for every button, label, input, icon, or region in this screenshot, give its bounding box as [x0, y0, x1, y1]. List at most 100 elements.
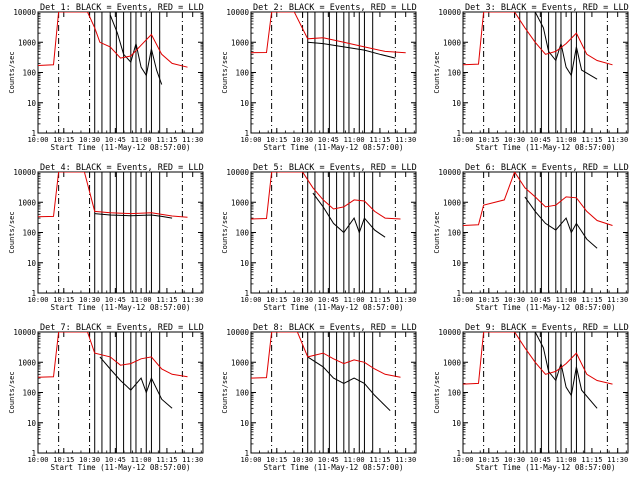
subplot-det-3: Det 3: BLACK = Events, RED = LLD Counts/s…: [433, 3, 629, 152]
x-tick-label: 10:00: [27, 136, 48, 144]
x-tick-label: 11:30: [395, 296, 416, 304]
y-tick-label: 1000: [443, 358, 462, 367]
x-tick-label: 11:30: [607, 136, 628, 144]
x-tick-label: 10:00: [27, 296, 48, 304]
y-tick-label: 10: [240, 259, 250, 268]
y-tick-label: 1: [244, 289, 249, 298]
x-tick-label: 10:00: [452, 296, 473, 304]
x-tick-label: 10:00: [240, 456, 261, 464]
series-line-events: [524, 196, 598, 249]
y-tick-label: 1000: [18, 38, 37, 47]
series-line-lld: [463, 172, 613, 226]
y-tick-label: 100: [235, 229, 249, 238]
y-tick-label: 1000: [231, 38, 250, 47]
x-tick-label: 10:15: [53, 136, 74, 144]
y-axis-label: Counts/sec: [433, 51, 441, 93]
x-tick-label: 10:30: [292, 136, 313, 144]
x-tick-label: 11:00: [131, 456, 152, 464]
y-tick-label: 100: [235, 69, 249, 78]
y-tick-label: 10: [27, 99, 37, 108]
y-tick-label: 10: [452, 419, 462, 428]
x-tick-label: 10:00: [452, 456, 473, 464]
x-tick-label: 11:15: [369, 296, 390, 304]
x-tick-label: 10:00: [240, 136, 261, 144]
series-group: [38, 332, 188, 409]
subplot-det-4: Det 4: BLACK = Events, RED = LLD Counts/s…: [8, 163, 204, 312]
event-markers: [271, 12, 396, 133]
series-group: [38, 172, 188, 219]
y-tick-label: 1000: [231, 358, 250, 367]
x-tick-label: 10:30: [504, 136, 525, 144]
series-line-lld: [463, 332, 613, 385]
plot-frame: [462, 11, 629, 134]
series-line-events: [94, 213, 173, 219]
x-tick-label: 10:00: [452, 136, 473, 144]
plot-frame: [250, 11, 417, 134]
subplot-title: Det 1: BLACK = Events, RED = LLD: [40, 3, 204, 13]
x-tick-label: 10:30: [79, 296, 100, 304]
event-markers: [58, 12, 183, 133]
x-tick-label: 11:15: [369, 136, 390, 144]
subplot-title: Det 6: BLACK = Events, RED = LLD: [465, 163, 629, 173]
x-tick-label: 10:45: [105, 136, 126, 144]
y-tick-label: 100: [447, 389, 461, 398]
x-tick-label: 10:15: [478, 136, 499, 144]
y-tick-label: 100: [22, 389, 36, 398]
x-tick-label: 10:30: [292, 296, 313, 304]
series-group: [463, 332, 613, 409]
y-tick-label: 1000: [231, 198, 250, 207]
y-tick-label: 10000: [226, 8, 249, 17]
series-group: [251, 172, 401, 238]
plot-frame: [462, 171, 629, 294]
plot-frame: [37, 11, 204, 134]
subplot-title: Det 9: BLACK = Events, RED = LLD: [465, 323, 629, 333]
y-tick-label: 10: [27, 419, 37, 428]
series-group: [251, 332, 401, 412]
x-tick-label: 11:00: [131, 296, 152, 304]
event-markers: [483, 332, 608, 453]
y-tick-label: 1: [244, 129, 249, 138]
y-axis-label: Counts/sec: [8, 371, 16, 413]
subplot-det-8: Det 8: BLACK = Events, RED = LLD Counts/s…: [221, 323, 417, 472]
y-axis-label: Counts/sec: [221, 211, 229, 253]
x-tick-label: 11:00: [131, 136, 152, 144]
y-tick-label: 10000: [13, 168, 36, 177]
x-tick-label: 11:30: [182, 456, 203, 464]
y-tick-label: 10: [452, 259, 462, 268]
y-tick-label: 1: [456, 289, 461, 298]
y-tick-label: 1: [31, 289, 36, 298]
x-tick-label: 10:45: [105, 296, 126, 304]
series-line-events: [534, 12, 598, 80]
series-line-lld: [251, 172, 401, 220]
x-tick-label: 11:00: [556, 136, 577, 144]
x-tick-label: 10:30: [504, 456, 525, 464]
x-tick-label: 11:00: [344, 456, 365, 464]
series-line-lld: [38, 172, 188, 218]
y-tick-label: 10000: [438, 8, 461, 17]
y-tick-label: 1000: [18, 358, 37, 367]
subplot-det-5: Det 5: BLACK = Events, RED = LLD Counts/s…: [221, 163, 417, 312]
event-markers: [58, 332, 183, 453]
series-line-lld: [251, 12, 406, 54]
x-axis-label: Start Time (11-May-12 08:57:00): [51, 463, 191, 472]
y-tick-label: 100: [22, 229, 36, 238]
y-tick-label: 100: [447, 69, 461, 78]
y-tick-label: 1: [31, 129, 36, 138]
x-tick-label: 11:00: [556, 456, 577, 464]
series-line-lld: [463, 12, 613, 66]
y-axis-label: Counts/sec: [221, 51, 229, 93]
plot-frame: [250, 331, 417, 454]
event-markers: [483, 12, 608, 133]
x-axis-label: Start Time (11-May-12 08:57:00): [51, 143, 191, 152]
x-tick-label: 11:30: [395, 456, 416, 464]
y-axis-label: Counts/sec: [8, 211, 16, 253]
x-axis-label: Start Time (11-May-12 08:57:00): [264, 143, 404, 152]
event-markers: [483, 172, 608, 293]
series-line-events: [109, 14, 163, 85]
x-tick-label: 11:30: [395, 136, 416, 144]
y-tick-label: 1: [456, 129, 461, 138]
subplot-det-7: Det 7: BLACK = Events, RED = LLD Counts/s…: [8, 323, 204, 472]
series-line-lld: [251, 332, 401, 379]
x-tick-label: 10:45: [318, 456, 339, 464]
